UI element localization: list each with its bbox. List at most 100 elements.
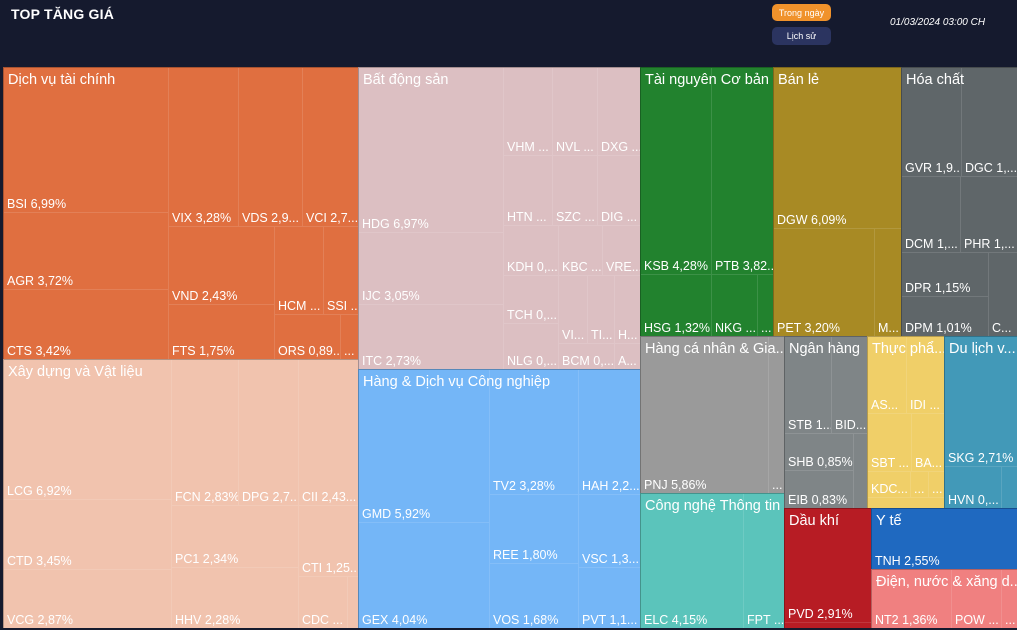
stock-tile-itc[interactable]: ITC 2,73% [359, 305, 504, 369]
stock-tile-as[interactable]: AS... [868, 337, 907, 414]
stock-tile[interactable] [348, 577, 358, 628]
history-button[interactable]: Lịch sử [772, 27, 831, 45]
stock-tile[interactable] [1002, 467, 1017, 508]
stock-tile-pow[interactable]: POW ... [952, 570, 1002, 628]
stock-tile-pvt[interactable]: PVT 1,1... [579, 568, 640, 628]
stock-tile-elc[interactable]: ELC 4,15% [641, 494, 744, 628]
stock-tile-ctd[interactable]: CTD 3,45% [4, 500, 172, 570]
stock-tile-bid[interactable]: BID... [832, 337, 867, 434]
stock-tile-label: DCM 1,... [905, 237, 958, 251]
stock-tile-ssi[interactable]: SSI ... [324, 227, 358, 315]
stock-tile-sbt[interactable]: SBT ... [868, 414, 912, 472]
stock-tile-cti[interactable]: CTI 1,25... [299, 506, 358, 577]
stock-tile-[interactable]: ... [1002, 570, 1017, 628]
stock-tile-fpt[interactable]: FPT ... [744, 494, 784, 628]
stock-tile-h[interactable]: H... [615, 276, 640, 344]
stock-tile-label: AGR 3,72% [7, 274, 74, 288]
stock-tile-tch[interactable]: TCH 0,... [504, 276, 559, 324]
stock-tile-agr[interactable]: AGR 3,72% [4, 213, 169, 290]
intraday-button[interactable]: Trong ngày [772, 4, 831, 21]
stock-tile-pnj[interactable]: PNJ 5,86% [641, 337, 769, 493]
stock-tile-vnd[interactable]: VND 2,43% [169, 227, 275, 305]
stock-tile-a[interactable]: A... [615, 344, 640, 369]
stock-tile-hvn[interactable]: HVN 0,... [945, 467, 1002, 508]
stock-tile-ti[interactable]: TI... [588, 276, 615, 344]
sector-title: Công nghệ Thông tin [645, 498, 781, 514]
stock-tile-nkg[interactable]: NKG ... [712, 275, 758, 336]
stock-tile-skg[interactable]: SKG 2,71% [945, 337, 1017, 467]
stock-tile-tnh[interactable]: TNH 2,55% [872, 509, 1017, 569]
stock-tile-vsc[interactable]: VSC 1,3... [579, 495, 640, 568]
stock-tile-pet[interactable]: PET 3,20% [774, 229, 875, 336]
stock-tile-dgc[interactable]: DGC 1,... [962, 68, 1017, 177]
stock-tile-[interactable]: ... [769, 337, 784, 493]
stock-tile-vix[interactable]: VIX 3,28% [169, 68, 239, 227]
stock-tile-eib[interactable]: EIB 0,83% [785, 471, 854, 508]
stock-tile-ree[interactable]: REE 1,80% [490, 495, 579, 564]
stock-tile-dgw[interactable]: DGW 6,09% [774, 68, 901, 229]
stock-tile-vds[interactable]: VDS 2,9... [239, 68, 303, 227]
stock-tile-[interactable]: ... [929, 472, 944, 498]
stock-tile-dpm[interactable]: DPM 1,01% [902, 297, 989, 336]
stock-tile-hdg[interactable]: HDG 6,97% [359, 68, 504, 233]
stock-tile-kdh[interactable]: KDH 0,... [504, 226, 559, 276]
stock-tile-tv2[interactable]: TV2 3,28% [490, 370, 579, 495]
stock-tile-vos[interactable]: VOS 1,68% [490, 564, 579, 628]
sector-title: Dịch vụ tài chính [8, 72, 116, 88]
stock-tile-label: TV2 3,28% [493, 479, 555, 493]
stock-tile-nt2[interactable]: NT2 1,36% [872, 570, 952, 628]
stock-tile-nlg[interactable]: NLG 0,... [504, 324, 559, 369]
stock-tile-cii[interactable]: CII 2,43... [299, 360, 358, 506]
stock-tile-dpr[interactable]: DPR 1,15% [902, 253, 989, 297]
stock-tile-[interactable]: ... [911, 472, 929, 498]
stock-tile-hah[interactable]: HAH 2,2... [579, 370, 640, 495]
stock-tile-vre[interactable]: VRE... [603, 226, 640, 276]
stock-tile[interactable] [854, 434, 867, 508]
stock-tile-stb[interactable]: STB 1... [785, 337, 832, 434]
stock-tile-dxg[interactable]: DXG ... [598, 68, 640, 156]
stock-tile-bcm[interactable]: BCM 0,... [559, 344, 615, 369]
stock-tile-ors[interactable]: ORS 0,89... [275, 315, 341, 359]
stock-tile-shb[interactable]: SHB 0,85% [785, 434, 854, 471]
stock-tile-gvr[interactable]: GVR 1,9... [902, 68, 962, 177]
stock-tile-ijc[interactable]: IJC 3,05% [359, 233, 504, 305]
stock-tile-dig[interactable]: DIG ... [598, 156, 640, 226]
stock-tile-vi[interactable]: VI... [559, 276, 588, 344]
stock-tile-fcn[interactable]: FCN 2,83% [172, 360, 239, 506]
stock-tile-phr[interactable]: PHR 1,... [961, 177, 1017, 253]
stock-tile-m[interactable]: M... [875, 229, 901, 336]
stock-tile-kbc[interactable]: KBC ... [559, 226, 603, 276]
stock-tile-ksb[interactable]: KSB 4,28% [641, 68, 712, 275]
stock-tile-c[interactable]: C... [989, 253, 1017, 336]
stock-tile[interactable] [785, 623, 871, 628]
stock-tile-cdc[interactable]: CDC ... [299, 577, 348, 628]
stock-tile-vhm[interactable]: VHM ... [504, 68, 553, 156]
stock-tile-[interactable]: ... [758, 275, 773, 336]
stock-tile-fts[interactable]: FTS 1,75% [169, 305, 275, 359]
stock-tile-dcm[interactable]: DCM 1,... [902, 177, 961, 253]
stock-tile-gex[interactable]: GEX 4,04% [359, 523, 490, 628]
stock-tile-htn[interactable]: HTN ... [504, 156, 553, 226]
stock-tile-gmd[interactable]: GMD 5,92% [359, 370, 490, 523]
stock-tile-ba[interactable]: BA... [912, 414, 944, 472]
stock-tile-vcg[interactable]: VCG 2,87% [4, 570, 172, 628]
stock-tile-dpg[interactable]: DPG 2,7... [239, 360, 299, 506]
stock-tile-idi[interactable]: IDI ... [907, 337, 944, 414]
stock-tile-label: VSC 1,3... [582, 552, 639, 566]
stock-tile-pc1[interactable]: PC1 2,34% [172, 506, 299, 568]
stock-tile-[interactable]: ... [341, 315, 358, 359]
stock-tile-hsg[interactable]: HSG 1,32% [641, 275, 712, 336]
stock-tile-cts[interactable]: CTS 3,42% [4, 290, 169, 359]
stock-tile-hhv[interactable]: HHV 2,28% [172, 568, 299, 628]
stock-tile[interactable] [868, 498, 944, 508]
stock-tile-pvd[interactable]: PVD 2,91% [785, 509, 871, 623]
stock-tile-lcg[interactable]: LCG 6,92% [4, 360, 172, 500]
stock-tile-szc[interactable]: SZC ... [553, 156, 598, 226]
stock-tile-hcm[interactable]: HCM ... [275, 227, 324, 315]
stock-tile-nvl[interactable]: NVL ... [553, 68, 598, 156]
stock-tile-vci[interactable]: VCI 2,7... [303, 68, 358, 227]
stock-tile-bsi[interactable]: BSI 6,99% [4, 68, 169, 213]
stock-tile-ptb[interactable]: PTB 3,82... [712, 68, 773, 275]
stock-tile-kdc[interactable]: KDC... [868, 472, 911, 498]
sector-thuc-pha: AS... IDI ... SBT ... BA... KDC......... Thực… [867, 336, 944, 508]
